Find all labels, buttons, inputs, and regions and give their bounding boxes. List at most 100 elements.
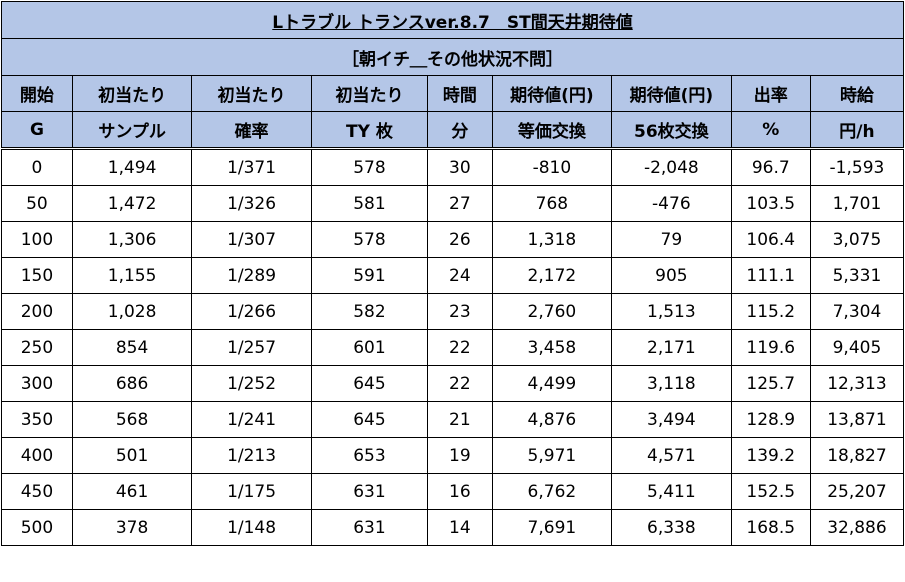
table-cell: 1/175 [191,473,312,510]
table-cell: 631 [310,509,429,546]
table-cell: 1/326 [191,185,312,222]
table-cell: 461 [71,473,193,510]
table-cell: 768 [491,185,613,222]
table-cell: 30 [427,148,493,186]
table-subtitle: ［朝イチ＿その他状況不問］ [1,38,904,76]
table-cell: 96.7 [730,148,811,186]
table-row: 0 1,494 1/371 578 30 -810 -2,048 96.7 -1,593 [1,148,905,186]
table-cell: 905 [611,257,732,294]
table-cell: 1,701 [809,185,905,222]
table-cell: 200 [1,293,73,330]
table-row: 50 1,472 1/326 581 27 768 -476 103.5 1,701 [1,185,905,222]
column-header-bottom: 56枚交換 [611,111,732,150]
column-header-top: 時間 [427,75,493,112]
table-cell: 581 [310,185,429,222]
column-header-top: 初当たり [310,75,429,112]
table-cell: 1,513 [611,293,732,330]
column-header-top: 時給 [809,75,905,112]
table-cell: 128.9 [730,401,811,438]
table-cell: 168.5 [730,509,811,546]
table-cell: 1,155 [71,257,193,294]
table-cell: 100 [1,221,73,258]
table-cell: 152.5 [730,473,811,510]
column-header-top: 開始 [1,75,73,112]
table-cell: 578 [310,221,429,258]
table-cell: 450 [1,473,73,510]
table-cell: 1/289 [191,257,312,294]
table-cell: 1,028 [71,293,193,330]
table-cell: 5,971 [491,437,613,474]
table-cell: 32,886 [809,509,905,546]
table-cell: 1/371 [191,148,312,186]
table-cell: 150 [1,257,73,294]
table-row: 300 686 1/252 645 22 4,499 3,118 125.7 12,313 [1,365,905,402]
table-cell: 4,571 [611,437,732,474]
column-header-bottom: サンプル [71,111,193,150]
table-cell: 50 [1,185,73,222]
table-cell: 1,494 [71,148,193,186]
table-cell: 582 [310,293,429,330]
table-cell: 1/257 [191,329,312,366]
table-cell: 1,318 [491,221,613,258]
table-cell: 103.5 [730,185,811,222]
table-cell: 500 [1,509,73,546]
table-cell: 1/148 [191,509,312,546]
header-row-1: 開始 初当たり 初当たり 初当たり 時間 期待値(円) 期待値(円) 出率 時給 [1,75,905,112]
table-cell: 645 [310,401,429,438]
table-cell: 111.1 [730,257,811,294]
table-cell: 686 [71,365,193,402]
column-header-top: 期待値(円) [491,75,613,112]
column-header-top: 出率 [730,75,811,112]
column-header-bottom: 等価交換 [491,111,613,150]
table-cell: 6,762 [491,473,613,510]
expected-value-table: Lトラブル トランスver.8.7 ST間天井期待値 ［朝イチ＿その他状況不問］… [1,1,905,546]
column-header-top: 期待値(円) [611,75,732,112]
table-cell: 79 [611,221,732,258]
table-row: 500 378 1/148 631 14 7,691 6,338 168.5 32,886 [1,509,905,546]
table-cell: 18,827 [809,437,905,474]
table-body: 0 1,494 1/371 578 30 -810 -2,048 96.7 -1,593 50 1,… [1,148,905,546]
table-row: 450 461 1/175 631 16 6,762 5,411 152.5 25,207 [1,473,905,510]
table-cell: -1,593 [809,148,905,186]
table-cell: 501 [71,437,193,474]
table-cell: 3,075 [809,221,905,258]
column-header-bottom: 分 [427,111,493,150]
table-cell: -810 [491,148,613,186]
table-cell: 22 [427,329,493,366]
table-cell: 350 [1,401,73,438]
table-cell: 1/213 [191,437,312,474]
table-cell: 19 [427,437,493,474]
table-cell: 631 [310,473,429,510]
table-cell: -2,048 [611,148,732,186]
column-header-top: 初当たり [71,75,193,112]
table-cell: 24 [427,257,493,294]
table-cell: 0 [1,148,73,186]
table-title: Lトラブル トランスver.8.7 ST間天井期待値 [1,1,904,39]
table-cell: 645 [310,365,429,402]
table-cell: 1/307 [191,221,312,258]
table-cell: 578 [310,148,429,186]
table-cell: 1/241 [191,401,312,438]
column-header-bottom: % [730,111,811,150]
table-cell: 7,304 [809,293,905,330]
table-row: 350 568 1/241 645 21 4,876 3,494 128.9 13,871 [1,401,905,438]
table-cell: 106.4 [730,221,811,258]
table-cell: 5,411 [611,473,732,510]
table-row: 200 1,028 1/266 582 23 2,760 1,513 115.2 7,304 [1,293,905,330]
table-cell: 125.7 [730,365,811,402]
table-row: 100 1,306 1/307 578 26 1,318 79 106.4 3,075 [1,221,905,258]
table-cell: 5,331 [809,257,905,294]
table-cell: 653 [310,437,429,474]
table-row: 150 1,155 1/289 591 24 2,172 905 111.1 5,331 [1,257,905,294]
table-cell: 601 [310,329,429,366]
column-header-bottom: 確率 [191,111,312,150]
table-cell: -476 [611,185,732,222]
table-cell: 1,472 [71,185,193,222]
table-cell: 854 [71,329,193,366]
table-cell: 250 [1,329,73,366]
table-cell: 1,306 [71,221,193,258]
table-cell: 3,118 [611,365,732,402]
table-cell: 7,691 [491,509,613,546]
column-header-bottom: G [1,111,73,150]
table-cell: 13,871 [809,401,905,438]
